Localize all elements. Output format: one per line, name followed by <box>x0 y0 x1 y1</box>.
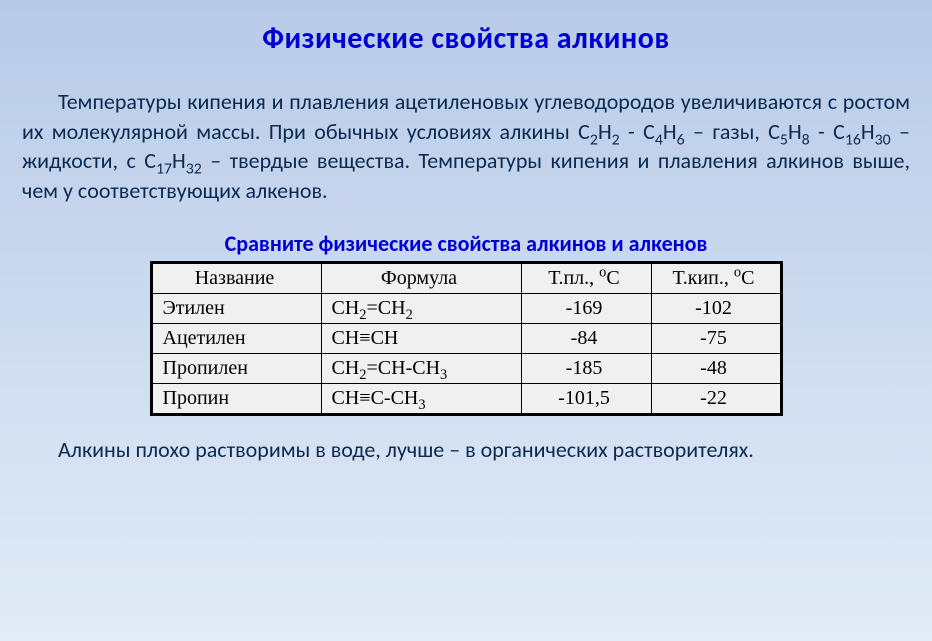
t: H <box>861 118 875 145</box>
table-header-cell: Т.пл., oC <box>521 262 651 293</box>
table-body: ЭтиленCH2=CH2-169-102АцетиленCH≡CH-84-75… <box>151 293 781 414</box>
cell-tm: -169 <box>521 293 651 323</box>
t: - C <box>620 118 655 145</box>
cell-tb: -48 <box>651 353 781 383</box>
table-subhead: Сравните физические свойства алкинов и а… <box>22 230 910 257</box>
t: H <box>788 118 802 145</box>
table-container: НазваниеФормулаТ.пл., oCТ.кип., oC Этиле… <box>22 261 910 416</box>
sub: 32 <box>186 160 202 179</box>
t: H <box>663 118 677 145</box>
cell-tm: -185 <box>521 353 651 383</box>
table-row: ПропинCH≡C-CH3-101,5-22 <box>151 383 781 414</box>
table-header-cell: Т.кип., oC <box>651 262 781 293</box>
cell-tb: -102 <box>651 293 781 323</box>
table-row: ПропиленCH2=CH-CH3-185-48 <box>151 353 781 383</box>
footer-paragraph: Алкины плохо растворимы в воде, лучше – … <box>22 436 910 465</box>
page-title: Физические свойства алкинов <box>22 20 910 57</box>
table-row: АцетиленCH≡CH-84-75 <box>151 323 781 353</box>
t: – газы, C <box>685 118 780 145</box>
table-row: ЭтиленCH2=CH2-169-102 <box>151 293 781 323</box>
properties-table: НазваниеФормулаТ.пл., oCТ.кип., oC Этиле… <box>150 261 783 416</box>
table-header-cell: Название <box>151 262 321 293</box>
cell-name: Пропин <box>151 383 321 414</box>
t: H <box>598 118 612 145</box>
t: - C <box>810 118 845 145</box>
cell-tm: -84 <box>521 323 651 353</box>
cell-tb: -22 <box>651 383 781 414</box>
cell-formula: CH2=CH2 <box>321 293 521 323</box>
table-header-row: НазваниеФормулаТ.пл., oCТ.кип., oC <box>151 262 781 293</box>
t: H <box>172 147 186 174</box>
table-head: НазваниеФормулаТ.пл., oCТ.кип., oC <box>151 262 781 293</box>
cell-tm: -101,5 <box>521 383 651 414</box>
slide: Физические свойства алкинов Температуры … <box>0 0 932 474</box>
cell-formula: CH≡CH <box>321 323 521 353</box>
cell-formula: CH≡C-CH3 <box>321 383 521 414</box>
cell-name: Пропилен <box>151 353 321 383</box>
intro-paragraph: Температуры кипения и плавления ацетилен… <box>22 87 910 206</box>
table-header-cell: Формула <box>321 262 521 293</box>
cell-tb: -75 <box>651 323 781 353</box>
cell-formula: CH2=CH-CH3 <box>321 353 521 383</box>
sub: 17 <box>156 160 172 179</box>
cell-name: Ацетилен <box>151 323 321 353</box>
cell-name: Этилен <box>151 293 321 323</box>
